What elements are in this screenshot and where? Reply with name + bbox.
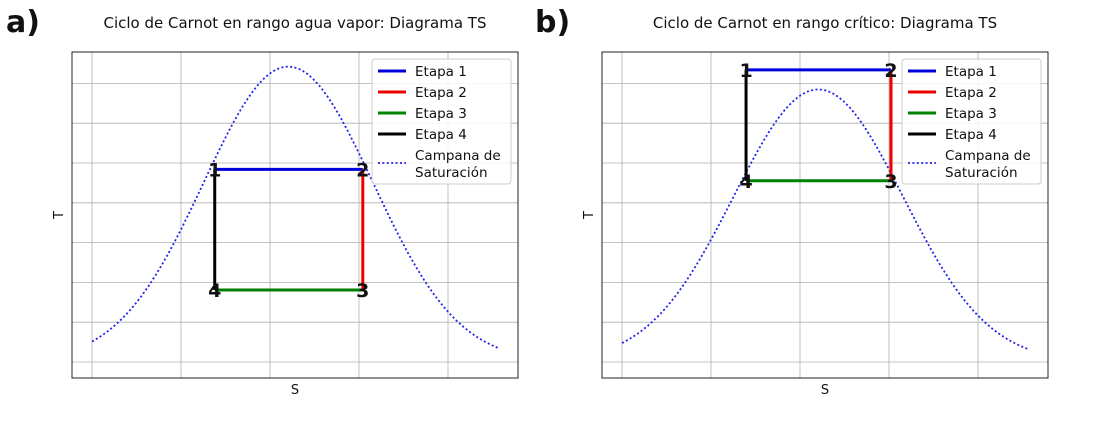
legend: Etapa 1 Etapa 2 Etapa 3 Etapa 4 Campana de Sa… [901,58,1042,185]
chart-panel-b: b) Ciclo de Carnot en rango crítico: Diag… [535,5,1049,398]
point-label-4: 4 [739,171,752,193]
legend-box [371,58,512,185]
point-label-2: 2 [356,159,369,181]
legend-entry-etapa-3: Etapa 3 [945,106,997,122]
point-label-4: 4 [208,280,221,302]
legend: Etapa 1 Etapa 2 Etapa 3 Etapa 4 Campana de Sa… [371,58,512,185]
legend-box [901,58,1042,185]
point-label-1: 1 [208,159,221,181]
x-axis-label: S [821,383,829,398]
point-label-1: 1 [739,60,752,82]
chart-panel-a: a) Ciclo de Carnot en rango agua vapor: D… [6,5,519,398]
x-axis-label: S [291,383,299,398]
legend-entry-dome-line: Saturación [945,165,1018,181]
plot-frame [71,51,519,379]
legend-entry-dome: Campana de Saturación [415,148,501,181]
point-label-3: 3 [356,280,369,302]
panel-letter: b) [535,5,570,40]
legend-entry-dome-line: Saturación [415,165,488,181]
legend-entry-dome: Campana de Saturación [945,148,1031,181]
point-label-3: 3 [884,171,897,193]
plot-frame [601,51,1049,379]
legend-entry-etapa-3: Etapa 3 [415,106,467,122]
chart-title: Ciclo de Carnot en rango agua vapor: Dia… [104,14,487,32]
y-axis-label: T [582,211,597,220]
legend-entry-dome-line: Campana de [415,148,501,164]
legend-entry-etapa-1: Etapa 1 [415,64,467,80]
panel-letter: a) [6,5,40,40]
legend-entry-etapa-4: Etapa 4 [945,127,997,143]
legend-entry-etapa-4: Etapa 4 [415,127,467,143]
point-label-2: 2 [884,60,897,82]
legend-entry-etapa-2: Etapa 2 [945,85,997,101]
saturation-dome-line [621,88,1029,350]
chart-title: Ciclo de Carnot en rango crítico: Diagra… [653,14,997,32]
legend-entry-etapa-2: Etapa 2 [415,85,467,101]
legend-entry-dome-line: Campana de [945,148,1031,164]
legend-entry-etapa-1: Etapa 1 [945,64,997,80]
y-axis-label: T [52,211,67,220]
saturation-dome-line [91,65,499,349]
